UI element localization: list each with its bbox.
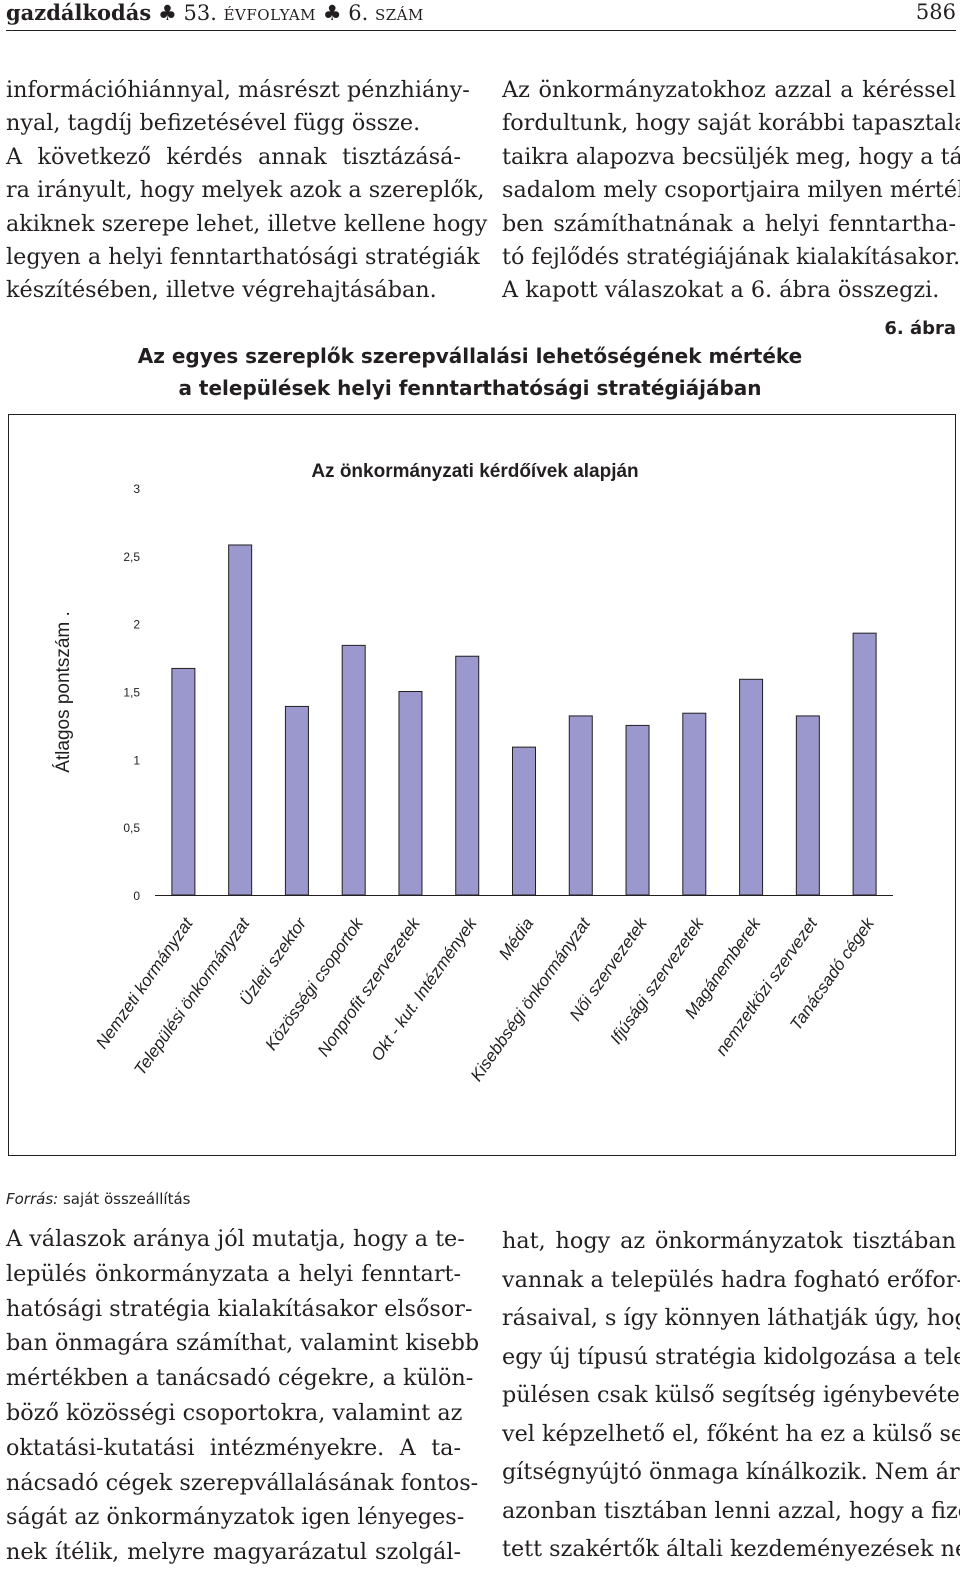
text-line: azonban tisztában lenni azzal, hogy a fi… xyxy=(502,1497,960,1524)
text-line: Az önkormányzatokhoz azzal a kéréssel xyxy=(502,77,956,103)
text-line: vannak a település hadra fogható erőfor- xyxy=(502,1266,960,1293)
chart-frame: Az önkormányzati kérdőívek alapján Átlago… xyxy=(8,414,956,1156)
bar xyxy=(682,712,707,896)
journal-name: gazdálkodás xyxy=(6,0,152,25)
text-line: A kapott válaszokat a 6. ábra összegzi. xyxy=(502,277,940,304)
x-tick-label: Okt - kut. Intézmények xyxy=(367,913,481,1064)
bar xyxy=(284,705,309,896)
bar-chart: Az önkormányzati kérdőívek alapján Átlago… xyxy=(53,461,893,1085)
text-line: oktatási-kutatási intézményekre. A ta- xyxy=(6,1434,461,1461)
left-column-bottom-text: A válaszok aránya jól mutatja, hogy a te… xyxy=(6,1222,480,1570)
bar xyxy=(625,724,650,896)
figure-source: Forrás: saját összeállítás xyxy=(6,1190,191,1208)
x-tick-label: Nemzeti kormányzat xyxy=(92,913,197,1052)
bar xyxy=(455,655,480,896)
text-line: vel képzelhető el, főként ha ez a külső … xyxy=(502,1420,960,1447)
text-line: nácsadó cégek szerepvállalásának fontos- xyxy=(6,1469,479,1496)
bar xyxy=(795,715,820,896)
bar xyxy=(171,667,196,896)
x-tick-label: Közösségi csoportok xyxy=(261,913,367,1054)
bar xyxy=(739,678,764,896)
source-text: saját összeállítás xyxy=(62,1190,191,1208)
bar xyxy=(568,715,593,896)
text-line: fordultunk, hogy saját korábbi tapasztal… xyxy=(502,110,960,137)
text-line: nek ítélik, melyre magyarázatul szolgál- xyxy=(6,1539,461,1566)
text-line: sadalom mely csoportjaira milyen mérték- xyxy=(502,177,960,204)
volume-word: évfolyam xyxy=(223,6,317,24)
bar xyxy=(228,544,253,896)
text-line: hatósági stratégia kialakításakor elsőso… xyxy=(6,1295,473,1322)
bar xyxy=(852,632,877,896)
text-line: pülésen csak külső segítség igénybevétel… xyxy=(502,1382,960,1408)
page-number: 586 xyxy=(915,0,956,24)
text-line: egy új típusú stratégia kidolgozása a te… xyxy=(502,1343,960,1370)
y-tick-label: 3 xyxy=(133,482,140,496)
x-tick-label: Nonprofit szervezetek xyxy=(314,913,425,1060)
text-line: rásaival, s így könnyen láthatják úgy, h… xyxy=(502,1305,960,1331)
text-line: ra irányult, hogy melyek azok a szereplő… xyxy=(6,177,485,204)
bar xyxy=(398,691,423,896)
chart-title: Az önkormányzati kérdőívek alapján xyxy=(311,461,638,482)
source-label: Forrás: xyxy=(6,1190,59,1208)
x-tick-label: Média xyxy=(495,914,537,963)
figure-title: Az egyes szereplők szerepvállalási lehet… xyxy=(100,340,840,404)
text-line: tó fejlődés stratégiájának kialakításako… xyxy=(502,244,960,271)
text-line: A következő kérdés annak tisztázásá- xyxy=(6,143,461,170)
issue-info: ♣ 53. évfolyam ♣ 6. szám xyxy=(158,1,424,25)
text-line: böző közösségi csoportokra, valamint az xyxy=(6,1399,463,1426)
running-header: gazdálkodás ♣ 53. évfolyam ♣ 6. szám 586 xyxy=(6,0,956,31)
y-tick-label: 2 xyxy=(133,618,140,632)
text-line: taikra alapozva becsüljék meg, hogy a tá… xyxy=(502,143,960,170)
issue-number: 6. xyxy=(348,1,369,25)
figure-title-line-1: Az egyes szereplők szerepvállalási lehet… xyxy=(137,344,803,368)
text-line: mértékben a tanácsadó cégekre, a külön- xyxy=(6,1365,474,1392)
right-column-bottom-text: hat, hogy az önkormányzatok tisztában van… xyxy=(502,1222,960,1569)
text-line: akiknek szerepe lehet, illetve kellene h… xyxy=(6,210,488,237)
club-icon: ♣ xyxy=(158,1,177,25)
x-tick-label: Települési önkormányzat xyxy=(130,913,254,1078)
right-column-top-text: Az önkormányzatokhoz azzal a kéréssel for… xyxy=(502,74,960,308)
y-tick-label: 2,5 xyxy=(123,550,140,564)
y-tick-label: 0 xyxy=(133,889,140,903)
y-tick-label: 0,5 xyxy=(123,821,140,835)
figure-title-line-2: a települések helyi fenntarthatósági str… xyxy=(178,376,762,400)
club-icon: ♣ xyxy=(322,1,342,25)
y-tick-label: 1 xyxy=(133,753,140,767)
text-line: A válaszok aránya jól mutatja, hogy a te… xyxy=(6,1226,465,1252)
text-line: legyen a helyi fenntarthatósági stratégi… xyxy=(6,244,480,271)
text-line: ban önmagára számíthat, valamint kisebb xyxy=(6,1330,480,1357)
bar xyxy=(341,644,366,896)
volume-number: 53. xyxy=(183,1,217,25)
text-line: tett szakértők általi kezdeményezések ne… xyxy=(502,1536,960,1562)
bar xyxy=(512,746,536,896)
text-line: hat, hogy az önkormányzatok tisztában xyxy=(502,1228,956,1254)
y-tick-label: 1,5 xyxy=(123,686,140,700)
text-line: ben számíthatnának a helyi fenntartha- xyxy=(502,210,956,237)
text-line: lepülés önkormányzata a helyi fenntart- xyxy=(6,1260,461,1287)
x-tick-label: nemzetközi szervezet xyxy=(712,913,822,1059)
text-line: készítésében, illetve végrehajtásában. xyxy=(6,277,437,304)
y-axis-label: Átlagos pontszám . xyxy=(53,611,74,773)
issue-word: szám xyxy=(374,6,424,24)
left-column-top-text: információhiánnyal, másrészt pénzhiány-n… xyxy=(6,74,488,308)
text-line: nyal, tagdíj befizetésével függ össze. xyxy=(6,110,421,137)
figure-label: 6. ábra xyxy=(884,318,956,339)
text-line: információhiánnyal, másrészt pénzhiány- xyxy=(6,77,470,103)
text-line: ságát az önkormányzatok igen lényeges- xyxy=(6,1504,465,1531)
text-line: gítségnyújtó önmaga kínálkozik. Nem árt xyxy=(502,1459,960,1485)
